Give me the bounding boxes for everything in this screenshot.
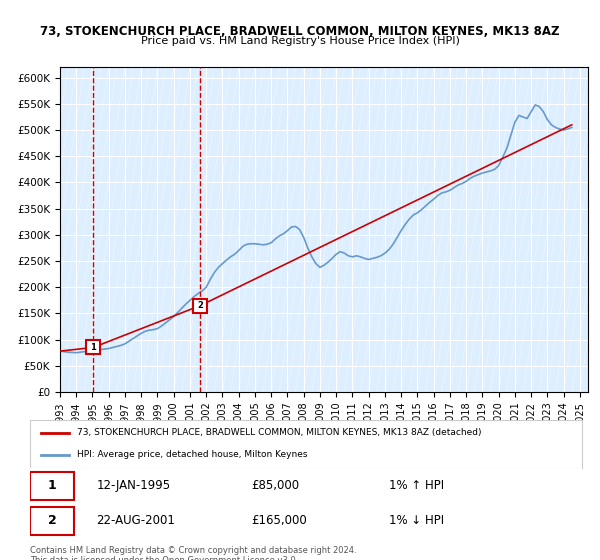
Text: 12-JAN-1995: 12-JAN-1995 bbox=[96, 479, 170, 492]
Text: 22-AUG-2001: 22-AUG-2001 bbox=[96, 514, 175, 528]
Text: HPI: Average price, detached house, Milton Keynes: HPI: Average price, detached house, Milt… bbox=[77, 450, 307, 459]
Text: 73, STOKENCHURCH PLACE, BRADWELL COMMON, MILTON KEYNES, MK13 8AZ (detached): 73, STOKENCHURCH PLACE, BRADWELL COMMON,… bbox=[77, 428, 481, 437]
Text: 1: 1 bbox=[90, 343, 96, 352]
Text: 1% ↓ HPI: 1% ↓ HPI bbox=[389, 514, 444, 528]
Text: Price paid vs. HM Land Registry's House Price Index (HPI): Price paid vs. HM Land Registry's House … bbox=[140, 36, 460, 46]
FancyBboxPatch shape bbox=[30, 507, 74, 535]
Text: 2: 2 bbox=[48, 514, 56, 528]
Text: 1: 1 bbox=[48, 479, 56, 492]
Text: 73, STOKENCHURCH PLACE, BRADWELL COMMON, MILTON KEYNES, MK13 8AZ: 73, STOKENCHURCH PLACE, BRADWELL COMMON,… bbox=[40, 25, 560, 38]
Text: £85,000: £85,000 bbox=[251, 479, 299, 492]
Text: 1% ↑ HPI: 1% ↑ HPI bbox=[389, 479, 444, 492]
Text: Contains HM Land Registry data © Crown copyright and database right 2024.
This d: Contains HM Land Registry data © Crown c… bbox=[30, 546, 356, 560]
FancyBboxPatch shape bbox=[30, 472, 74, 500]
Text: £165,000: £165,000 bbox=[251, 514, 307, 528]
Text: 2: 2 bbox=[197, 301, 203, 310]
